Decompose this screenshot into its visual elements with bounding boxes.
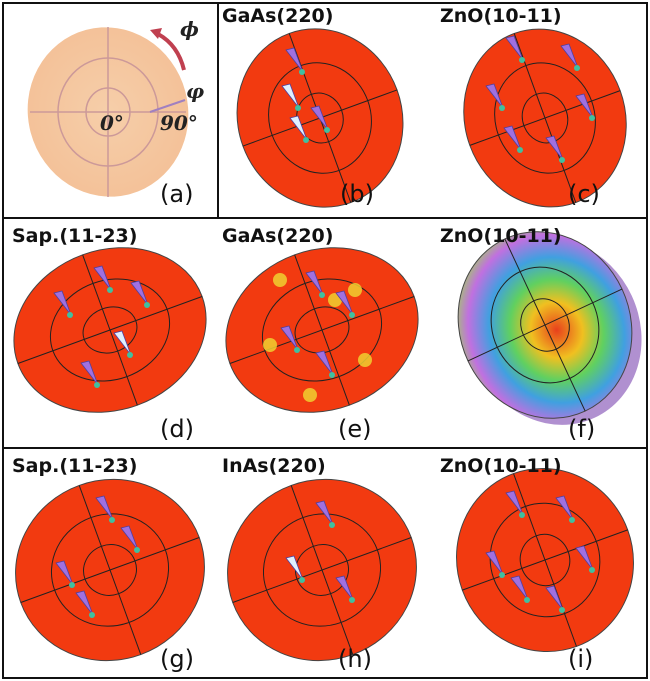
spike-base [589, 115, 595, 121]
pole-figure-panel: GaAs(220) (e) [203, 221, 442, 443]
panel-title: ZnO(10-11) [440, 455, 562, 477]
spike-base [559, 607, 565, 613]
panel-label: (i) [568, 645, 593, 673]
panel-label: (g) [160, 645, 194, 673]
spike-base [67, 312, 73, 318]
spike-base [569, 517, 575, 523]
panel-label: (a) [160, 180, 193, 208]
panel-title: GaAs(220) [222, 5, 333, 27]
panel-title: InAs(220) [222, 455, 326, 477]
spike-base [559, 157, 565, 163]
spike-base [519, 57, 525, 63]
spike-base [107, 287, 113, 293]
pole-disc [0, 221, 229, 438]
spike-base [94, 382, 100, 388]
spike-base [299, 577, 305, 583]
spot [303, 388, 317, 402]
panel-title: Sap.(11-23) [12, 455, 137, 477]
panel-title: ZnO(10-11) [440, 225, 562, 247]
figure: ϕ φ 0° 90° (a) GaAs(220) (b) ZnO(10-11) (c)… [0, 0, 650, 681]
phi-upper: ϕ [180, 17, 199, 41]
pole-figure-panel: ZnO(10-11) (c) [439, 5, 650, 230]
pole-disc [202, 453, 442, 681]
spike-base [499, 105, 505, 111]
spike-base [69, 582, 75, 588]
spike-base [144, 302, 150, 308]
spike-base [349, 312, 355, 318]
panel-label: (c) [568, 180, 600, 208]
spike-base [524, 597, 530, 603]
pole-disc [0, 453, 230, 681]
panel-label: (e) [338, 415, 372, 443]
pole-figure-panel: Sap.(11-23) (d) [0, 221, 229, 443]
pole-figure-panel: InAs(220) (h) [202, 453, 442, 681]
spike-base [294, 347, 300, 353]
panel-title: Sap.(11-23) [12, 225, 137, 247]
spike-base [589, 567, 595, 573]
pole-figure-panel: ZnO(10-11) (i) [431, 443, 650, 676]
spike-base [319, 292, 325, 298]
spot [348, 283, 362, 297]
panel-title: GaAs(220) [222, 225, 333, 247]
panel-label: (f) [568, 415, 595, 443]
panel-label: (h) [338, 645, 372, 673]
spike-base [324, 127, 330, 133]
spot [263, 338, 277, 352]
spike-base [574, 65, 580, 71]
spike-base [329, 522, 335, 528]
panel-label: (d) [160, 415, 194, 443]
spike-base [109, 517, 115, 523]
angle-90: 90° [160, 111, 198, 135]
pole-disc [431, 443, 650, 676]
panel-title: ZnO(10-11) [440, 5, 562, 27]
spike-base [295, 105, 301, 111]
spike-base [299, 69, 305, 75]
pole-figure-panel: Sap.(11-23) (g) [0, 453, 230, 681]
pole-figure-panel: ZnO(10-11) (f) [428, 203, 650, 454]
pole-figure-panel: GaAs(220) (b) [212, 5, 428, 231]
spike-base [303, 137, 309, 143]
spot [273, 273, 287, 287]
spike-base [134, 547, 140, 553]
phi-lower: φ [186, 79, 204, 103]
angle-0: 0° [100, 111, 124, 135]
spike-base [519, 512, 525, 518]
panel-label: (b) [340, 180, 374, 208]
spike-base [127, 352, 133, 358]
spot [358, 353, 372, 367]
spike-base [349, 597, 355, 603]
panel-a: ϕ φ 0° 90° (a) [9, 9, 208, 215]
spike-base [499, 572, 505, 578]
spike-base [329, 372, 335, 378]
spike-base [517, 147, 523, 153]
spike-base [89, 612, 95, 618]
